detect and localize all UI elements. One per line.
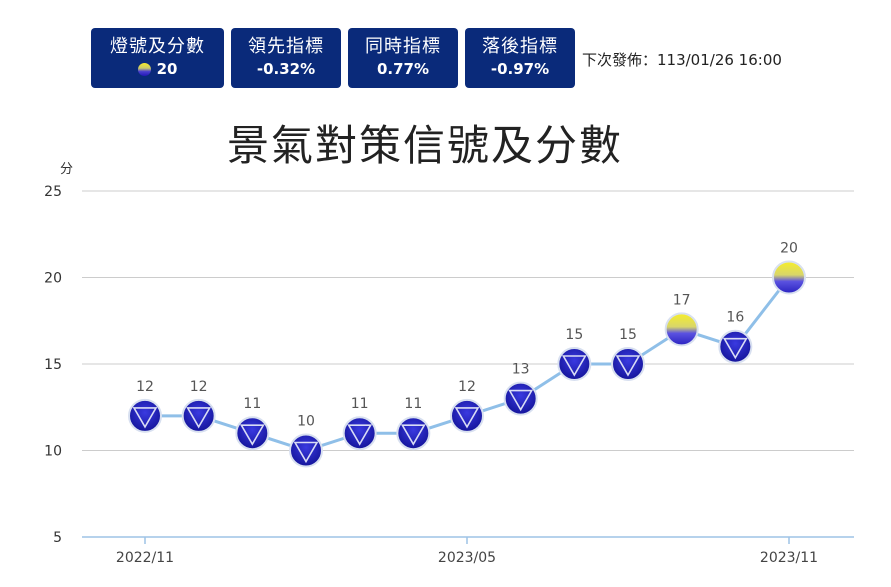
signal-score-card[interactable]: 燈號及分數 20 xyxy=(91,28,224,88)
y-tick-label: 15 xyxy=(44,357,62,373)
leading-indicator-value: -0.32% xyxy=(256,60,316,78)
data-label: 15 xyxy=(565,327,583,343)
data-point-marker xyxy=(611,347,645,381)
data-label: 11 xyxy=(404,396,422,412)
signal-dot-icon xyxy=(137,62,151,76)
coincident-indicator-label: 同時指標 xyxy=(365,36,441,57)
data-label: 16 xyxy=(726,310,744,326)
data-point-marker xyxy=(289,433,323,468)
data-point-marker xyxy=(128,398,162,433)
data-point-marker xyxy=(181,398,216,433)
data-label: 15 xyxy=(619,327,637,343)
data-label: 20 xyxy=(780,241,798,257)
lagging-indicator-value: -0.97% xyxy=(490,60,550,78)
data-point-marker xyxy=(235,416,270,451)
y-tick-label: 20 xyxy=(44,271,62,287)
x-tick-label: 2023/05 xyxy=(438,550,496,566)
y-tick-label: 25 xyxy=(44,184,62,200)
data-label: 12 xyxy=(136,379,154,395)
data-label: 12 xyxy=(458,379,476,395)
data-point-marker xyxy=(664,312,699,347)
data-label: 12 xyxy=(190,379,208,395)
data-point-marker xyxy=(450,398,484,433)
x-tick-label: 2023/11 xyxy=(760,550,818,566)
signal-score-value: 20 xyxy=(156,60,178,78)
indicator-cards: 燈號及分數 20 領先指標 -0.32% 同時指標 0.77% 落後指標 -0.… xyxy=(91,28,575,88)
y-axis-label: 分 xyxy=(60,162,74,177)
data-point-marker xyxy=(342,416,377,451)
y-tick-label: 10 xyxy=(44,444,62,460)
coincident-indicator-value: 0.77% xyxy=(376,60,430,78)
leading-indicator-label: 領先指標 xyxy=(248,36,324,57)
data-label: 13 xyxy=(512,362,530,378)
data-label: 11 xyxy=(243,396,261,412)
data-point-marker xyxy=(718,329,753,364)
x-tick-label: 2022/11 xyxy=(116,550,174,566)
lagging-indicator-card[interactable]: 落後指標 -0.97% xyxy=(465,28,575,88)
chart-title: 景氣對策信號及分數 xyxy=(226,121,623,170)
data-label: 17 xyxy=(673,292,691,308)
leading-indicator-card[interactable]: 領先指標 -0.32% xyxy=(231,28,341,88)
y-tick-label: 5 xyxy=(53,530,62,546)
data-label: 11 xyxy=(351,396,369,412)
data-point-marker xyxy=(772,260,806,295)
coincident-indicator-card[interactable]: 同時指標 0.77% xyxy=(348,28,458,88)
data-point-marker xyxy=(557,347,592,381)
signal-score-label: 燈號及分數 xyxy=(110,36,205,57)
data-label: 10 xyxy=(297,414,315,430)
data-point-marker xyxy=(396,416,431,451)
data-point-marker xyxy=(503,381,538,416)
next-release-text: 下次發佈：113/01/26 16:00 xyxy=(582,51,782,69)
lagging-indicator-label: 落後指標 xyxy=(482,36,558,57)
